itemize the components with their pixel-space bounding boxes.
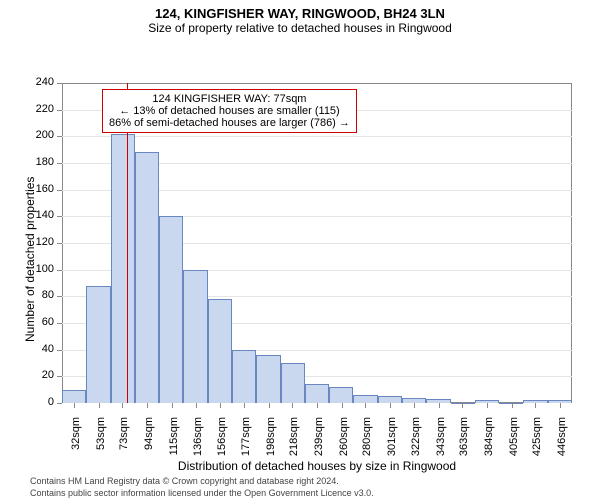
y-tick-label: 220 [24,103,54,115]
chart-title: 124, KINGFISHER WAY, RINGWOOD, BH24 3LN [0,0,600,21]
y-tick-label: 40 [24,343,54,355]
y-tick-mark [57,376,62,377]
chart-subtitle: Size of property relative to detached ho… [0,21,600,35]
footer-line-1: Contains HM Land Registry data © Crown c… [30,476,339,486]
annotation-line: 124 KINGFISHER WAY: 77sqm [109,93,350,105]
y-tick-mark [57,323,62,324]
x-tick-mark [74,403,75,408]
x-tick-mark [99,403,100,408]
x-tick-mark [317,403,318,408]
y-tick-label: 240 [24,76,54,88]
x-axis-label: Distribution of detached houses by size … [62,459,572,473]
x-tick-mark [269,403,270,408]
x-tick-mark [365,403,366,408]
y-tick-mark [57,110,62,111]
histogram-bar [232,350,256,403]
gridline [62,136,572,137]
x-tick-mark [147,403,148,408]
y-tick-mark [57,243,62,244]
histogram-bar [281,363,305,403]
histogram-bar [256,355,280,403]
y-tick-label: 0 [24,396,54,408]
x-tick-mark [244,403,245,408]
y-axis-label: Number of detached properties [23,142,37,342]
annotation-line: 86% of semi-detached houses are larger (… [109,117,350,129]
annotation-line: ← 13% of detached houses are smaller (11… [109,105,350,117]
x-tick-mark [487,403,488,408]
x-tick-mark [196,403,197,408]
x-tick-mark [535,403,536,408]
annotation-box: 124 KINGFISHER WAY: 77sqm← 13% of detach… [102,89,357,133]
y-tick-mark [57,296,62,297]
footer-line-2: Contains public sector information licen… [30,488,374,498]
histogram-bar [135,152,159,403]
x-tick-mark [512,403,513,408]
histogram-bar [305,384,329,403]
y-tick-mark [57,163,62,164]
y-tick-mark [57,190,62,191]
y-tick-mark [57,83,62,84]
x-tick-mark [122,403,123,408]
histogram-bar [208,299,232,403]
x-tick-mark [390,403,391,408]
x-tick-mark [342,403,343,408]
histogram-bar [111,134,135,403]
histogram-bar [353,395,377,403]
histogram-bar [183,270,207,403]
histogram-bar [159,216,183,403]
y-tick-mark [57,216,62,217]
y-tick-label: 200 [24,129,54,141]
histogram-bar [86,286,110,403]
y-tick-mark [57,403,62,404]
y-tick-mark [57,136,62,137]
x-tick-mark [172,403,173,408]
y-tick-mark [57,270,62,271]
histogram-bar [62,390,86,403]
histogram-bar [329,387,353,403]
y-tick-mark [57,350,62,351]
x-tick-mark [560,403,561,408]
x-tick-mark [292,403,293,408]
x-tick-mark [220,403,221,408]
x-tick-mark [414,403,415,408]
x-tick-mark [439,403,440,408]
x-tick-mark [462,403,463,408]
y-tick-label: 20 [24,369,54,381]
histogram-bar [378,396,402,403]
